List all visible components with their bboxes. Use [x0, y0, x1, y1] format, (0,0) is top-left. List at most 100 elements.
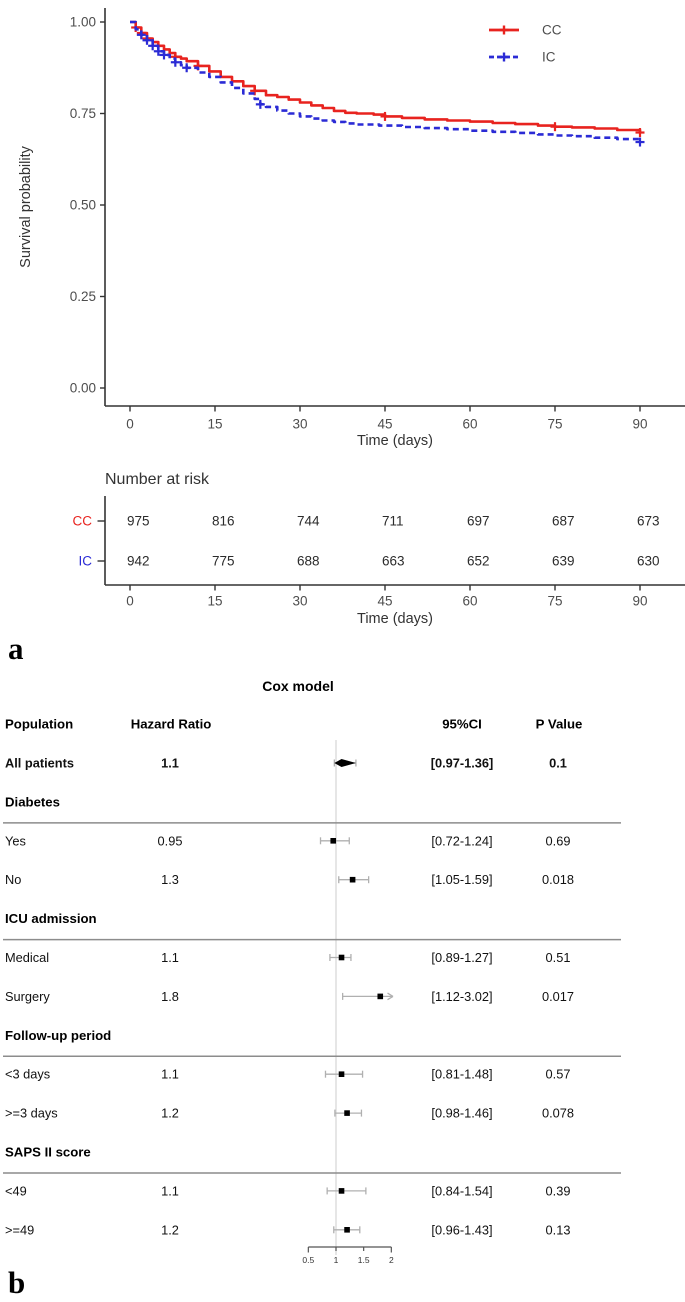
forest-row-label: >=3 days: [5, 1106, 58, 1121]
km-legend: CC IC: [489, 23, 562, 65]
km-curve-cc: [130, 20, 642, 133]
forest-row-label: >=49: [5, 1222, 34, 1237]
forest-hr-value: 1.2: [161, 1106, 179, 1121]
legend-label-ic: IC: [542, 50, 556, 65]
legend-label-cc: CC: [542, 23, 562, 38]
panel-b-label: b: [8, 1265, 25, 1300]
km-x-tick-label: 15: [207, 417, 222, 432]
risk-count: 711: [382, 514, 404, 529]
forest-hr-value: 1.1: [161, 1183, 179, 1198]
forest-p-value: 0.13: [546, 1222, 571, 1237]
forest-col-header: Population: [5, 717, 73, 732]
forest-ci-value: [0.89-1.27]: [431, 950, 492, 965]
risk-x-axis-title: Time (days): [357, 611, 433, 627]
risk-count: 688: [297, 554, 320, 569]
risk-x-tick-label: 75: [547, 594, 562, 609]
forest-p-value: 0.017: [542, 989, 574, 1004]
risk-x-tick-label: 60: [462, 594, 477, 609]
forest-row-label: Yes: [5, 833, 26, 848]
forest-ci-value: [1.12-3.02]: [431, 989, 492, 1004]
cox-forest-plot: Cox model Population Hazard Ratio 95%CI P V…: [3, 678, 621, 1265]
forest-point-marker: [344, 1227, 350, 1233]
risk-x-tick-label: 0: [126, 594, 134, 609]
forest-hr-value: 1.1: [161, 950, 179, 965]
km-curve-ic: [130, 20, 642, 142]
forest-col-header: 95%CI: [442, 717, 482, 732]
risk-count: 697: [467, 514, 490, 529]
forest-hr-value: 1.8: [161, 989, 179, 1004]
km-x-tick-label: 60: [462, 417, 477, 432]
forest-ci-value: [0.96-1.43]: [431, 1222, 492, 1237]
forest-point-marker: [338, 954, 345, 961]
forest-point-marker: [338, 1071, 345, 1077]
km-y-tick-label: 0.00: [70, 381, 96, 396]
km-y-tick-label: 0.75: [70, 106, 96, 121]
forest-hr-value: 1.1: [161, 1067, 179, 1082]
forest-p-value: 0.51: [546, 950, 571, 965]
forest-row-label: <49: [5, 1183, 27, 1198]
km-x-tick-label: 45: [377, 417, 392, 432]
risk-count: 673: [637, 514, 660, 529]
km-y-tick-label: 0.50: [70, 198, 96, 213]
risk-count: 687: [552, 514, 575, 529]
forest-ci-arrow: [387, 995, 394, 1001]
forest-row-label: <3 days: [5, 1067, 50, 1082]
forest-ci-value: [1.05-1.59]: [431, 872, 492, 887]
forest-p-value: 0.1: [549, 756, 567, 771]
forest-point-marker: [330, 838, 337, 844]
forest-axis-tick-label: 2: [389, 1255, 394, 1265]
forest-col-header: P Value: [536, 717, 583, 732]
forest-row-label: No: [5, 872, 21, 887]
risk-count: 663: [382, 554, 405, 569]
risk-count: 652: [467, 554, 490, 569]
forest-ci-value: [0.72-1.24]: [431, 833, 492, 848]
km-survival-plot: 1.00 0.75 0.50 0.25 0.00 0 15 30 45 60 75 90 CC IC S…: [18, 8, 685, 449]
forest-p-value: 0.69: [546, 833, 571, 848]
forest-axis-tick-label: 0.5: [302, 1255, 314, 1265]
forest-point-marker: [349, 876, 356, 883]
km-x-tick-label: 0: [126, 417, 134, 432]
forest-ci-arrow: [387, 992, 394, 997]
forest-point-marker: [344, 1110, 350, 1116]
km-y-axis-title: Survival probability: [18, 145, 34, 267]
risk-x-tick-label: 30: [292, 594, 307, 609]
km-x-axis-title: Time (days): [357, 433, 433, 449]
forest-title: Cox model: [262, 678, 334, 694]
forest-hr-value: 1.3: [161, 872, 179, 887]
forest-p-value: 0.57: [546, 1067, 571, 1082]
forest-body: Population Hazard Ratio 95%CI P Value All pa…: [3, 717, 621, 1265]
risk-x-tick-label: 15: [207, 594, 222, 609]
forest-hr-value: 1.1: [161, 756, 179, 771]
forest-row-label: All patients: [5, 756, 74, 771]
risk-count: 775: [212, 554, 235, 569]
km-y-tick-label: 1.00: [70, 15, 96, 30]
km-axes: 1.00 0.75 0.50 0.25 0.00 0 15 30 45 60 75 90: [70, 8, 685, 432]
forest-col-header: Hazard Ratio: [131, 717, 212, 732]
forest-axis-tick-label: 1.5: [358, 1255, 370, 1265]
forest-section-label: SAPS II score: [5, 1145, 91, 1160]
number-at-risk-table: Number at risk CC 975 816 744 711 697 687 673 IC…: [73, 471, 685, 627]
panel-a-label: a: [8, 631, 24, 666]
km-x-tick-label: 30: [292, 417, 307, 432]
risk-count: 942: [127, 554, 150, 569]
km-x-tick-label: 90: [632, 417, 647, 432]
forest-row-label: Medical: [5, 950, 49, 965]
risk-table-title: Number at risk: [105, 471, 210, 488]
forest-p-value: 0.018: [542, 872, 574, 887]
risk-row-label-cc: CC: [73, 514, 93, 529]
forest-p-value: 0.078: [542, 1106, 574, 1121]
forest-p-value: 0.39: [546, 1183, 571, 1198]
km-y-tick-label: 0.25: [70, 289, 96, 304]
forest-ci-value: [0.97-1.36]: [431, 756, 494, 771]
risk-x-tick-label: 45: [377, 594, 392, 609]
risk-row-label-ic: IC: [79, 554, 93, 569]
risk-count: 816: [212, 514, 235, 529]
risk-count: 744: [297, 514, 320, 529]
forest-hr-value: 1.2: [161, 1222, 179, 1237]
forest-hr-value: 0.95: [158, 833, 183, 848]
km-x-tick-label: 75: [547, 417, 562, 432]
risk-count: 639: [552, 554, 575, 569]
risk-count: 975: [127, 514, 150, 529]
